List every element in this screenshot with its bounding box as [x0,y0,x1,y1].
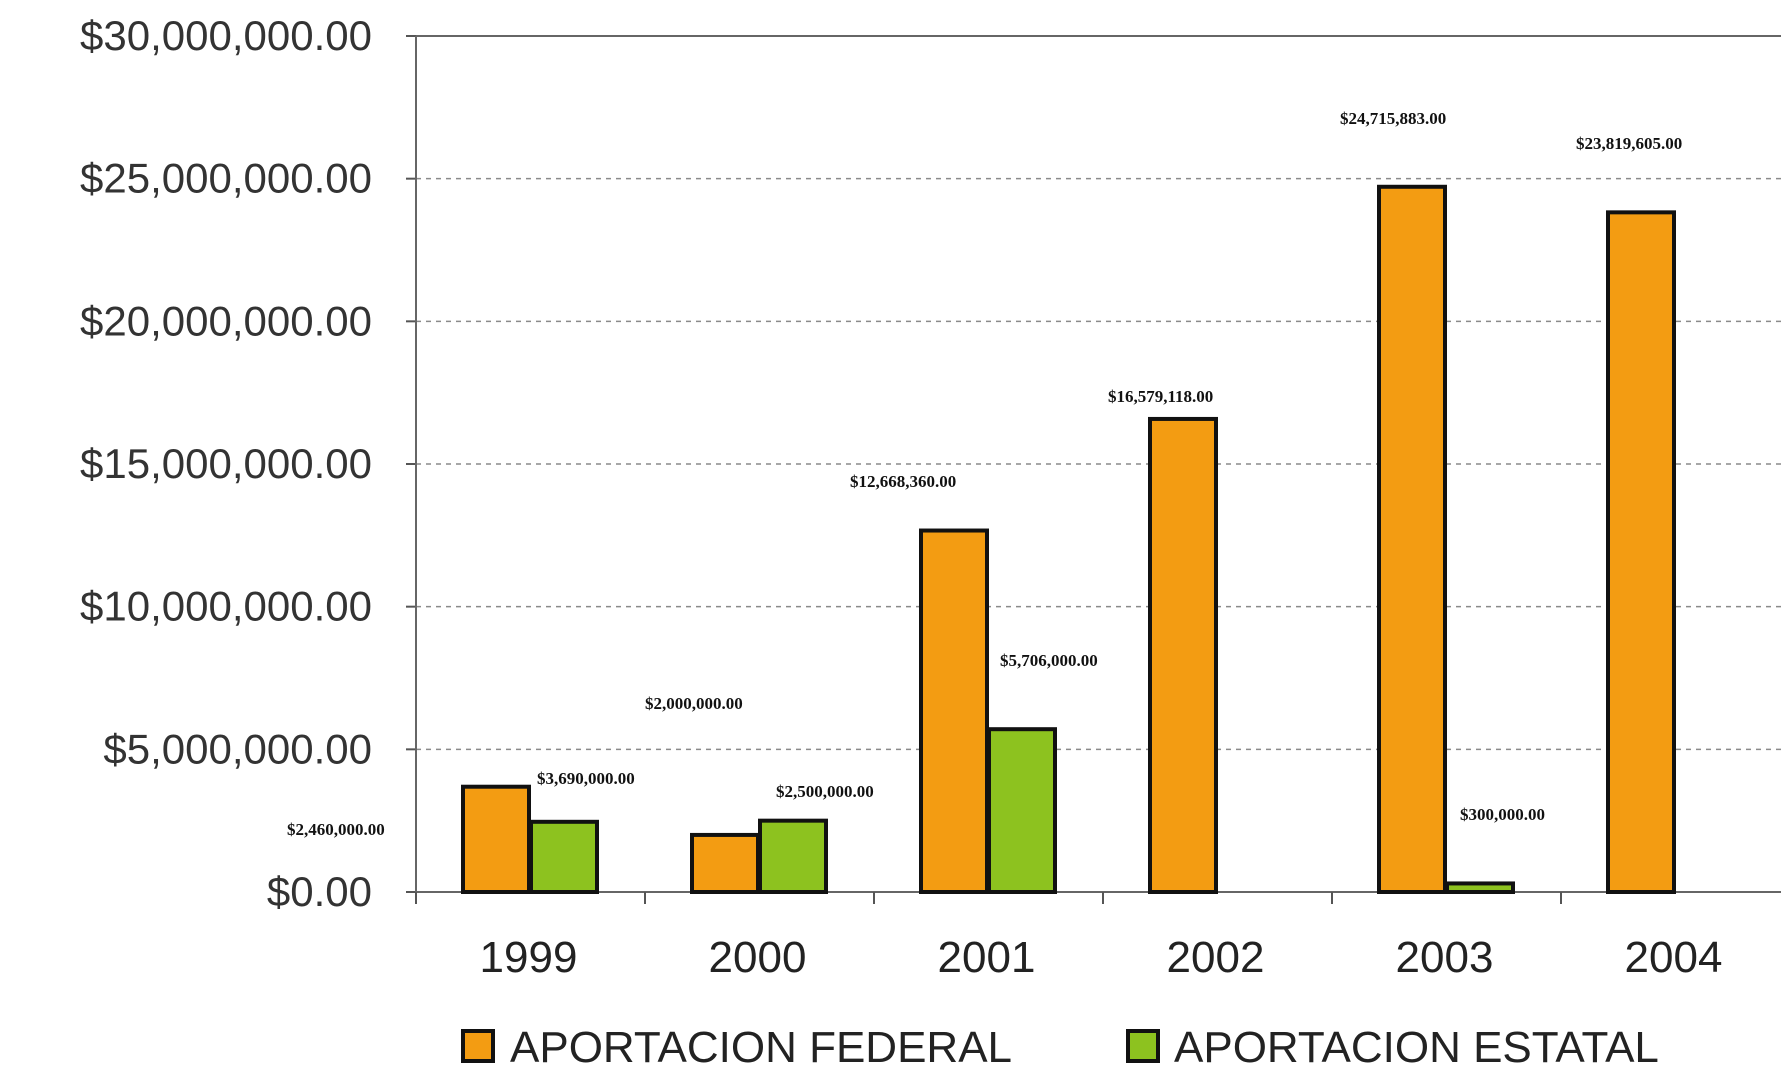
data-labels: $3,690,000.00 $2,000,000.00 $12,668,360.00… [287,109,1682,839]
y-tick-label: $20,000,000.00 [80,297,372,344]
legend-label-estatal: APORTACION ESTATAL [1174,1023,1659,1067]
x-tick-label: 1999 [480,933,578,982]
data-label: $2,460,000.00 [287,820,385,839]
bar-federal [461,784,531,894]
bar-estatal [758,818,828,895]
bars [461,184,1676,895]
bar-federal [690,832,760,895]
y-tick-label: $5,000,000.00 [103,725,372,772]
data-label: $2,000,000.00 [645,694,743,713]
data-label: $3,690,000.00 [537,769,635,788]
data-label: $12,668,360.00 [850,472,956,491]
data-label: $16,579,118.00 [1108,387,1213,406]
x-tick-label: 2004 [1625,933,1723,982]
x-tick-label: 2001 [938,933,1036,982]
data-label: $300,000.00 [1460,805,1545,824]
y-tick-label: $0.00 [267,868,372,915]
x-tick-label: 2002 [1167,933,1265,982]
x-tick-label: 2000 [709,933,807,982]
data-label: $2,500,000.00 [776,782,874,801]
data-label: $24,715,883.00 [1340,109,1446,128]
y-tick-label: $15,000,000.00 [80,440,372,487]
data-label: $5,706,000.00 [1000,651,1098,670]
bar-estatal [529,819,599,894]
legend: APORTACION FEDERAL APORTACION ESTATAL [461,1023,1659,1067]
bar-federal [1606,210,1676,894]
y-tick-label: $10,000,000.00 [80,583,372,630]
bar-federal [919,528,989,895]
y-tick-label: $30,000,000.00 [80,12,372,59]
axes: $0.00 $5,000,000.00 $10,000,000.00 $15,000,… [80,12,1781,982]
bar-estatal [987,727,1057,894]
bar-estatal [1445,881,1515,895]
legend-swatch-estatal [1126,1029,1160,1063]
legend-label-federal: APORTACION FEDERAL [510,1023,1012,1067]
data-label: $23,819,605.00 [1576,134,1682,153]
gridlines [416,177,1781,751]
legend-swatch-federal [461,1029,495,1063]
bar-federal [1377,184,1447,894]
y-tick-label: $25,000,000.00 [80,155,372,202]
x-tick-label: 2003 [1396,933,1494,982]
bar-federal [1148,416,1218,894]
